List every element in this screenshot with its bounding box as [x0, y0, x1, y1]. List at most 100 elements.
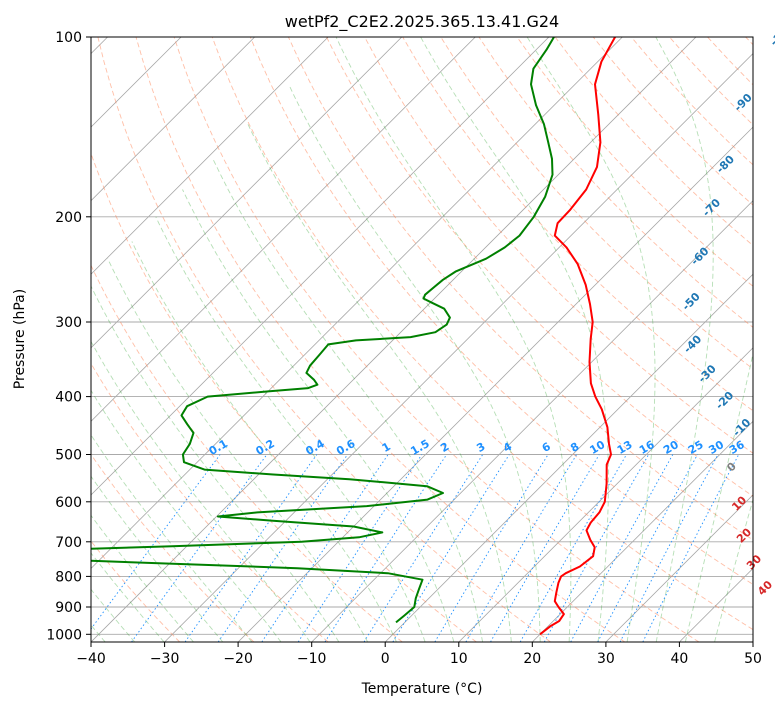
moist-adiabat-line: [212, 158, 484, 642]
moist-adiabat-line: [288, 84, 541, 642]
dry-adiabat-label: -50: [680, 290, 703, 313]
dry-adiabat-line: [707, 37, 753, 86]
mixing-ratio-line: [217, 454, 348, 642]
mixing-ratio-line: [434, 454, 549, 642]
mixing-ratio-line: [570, 454, 674, 642]
chart-title: wetPf2_C2E2.2025.365.13.41.G24: [285, 12, 559, 32]
isotherm-line: [91, 37, 403, 349]
x-tick-label: −30: [150, 651, 180, 667]
temperature-profile: [539, 37, 616, 636]
y-tick-label: 400: [55, 390, 82, 406]
moist-adiabat-line: [684, 351, 753, 642]
dry-adiabat-line: [91, 264, 403, 642]
dry-adiabat-line: [91, 453, 255, 642]
dry-adiabat-line: [249, 37, 753, 585]
isotherm-line: [311, 200, 753, 642]
mixing-ratio-label: 1: [380, 440, 393, 455]
moist-adiabat-line: [131, 241, 397, 642]
dry-adiabat-line: [745, 37, 753, 46]
dry-adiabat-line: [91, 540, 181, 642]
dry-adiabat-line: [592, 37, 753, 206]
dry-adiabat-line: [478, 37, 753, 328]
moist-adiabat-line: [91, 475, 224, 642]
moist-adiabat-line: [91, 389, 282, 642]
mixing-ratio-line: [131, 454, 268, 642]
plot-background-lines: [91, 37, 753, 642]
dry-adiabat-line: [364, 37, 753, 454]
y-tick-label: 700: [55, 535, 82, 551]
mixing-ratio-line: [597, 454, 698, 642]
moist-adiabat-line: [91, 552, 165, 642]
x-tick-label: 50: [744, 651, 762, 667]
isotherm-line: [532, 420, 753, 642]
dry-adiabat-line: [173, 37, 700, 642]
y-tick-label: 100: [55, 30, 82, 46]
mixing-ratio-line: [261, 454, 389, 642]
dry-adiabat-line: [402, 37, 753, 412]
mixing-ratio-label: 4: [501, 440, 514, 455]
y-axis-label: Pressure (hPa): [12, 289, 28, 389]
moist-adiabat-line: [91, 434, 253, 642]
moist-adiabat-line: [91, 624, 106, 642]
moist-adiabat-line: [655, 37, 714, 642]
y-tick-label: 800: [55, 569, 82, 585]
y-tick-label: 200: [55, 210, 82, 226]
moist-adiabat-line: [247, 124, 512, 642]
x-axis: −40 −30 −20 −10 0 10 20 30 40 50: [76, 642, 762, 667]
mixing-ratio-line: [519, 454, 627, 642]
mixing-ratio-line: [619, 454, 719, 642]
y-tick-label: 1000: [46, 627, 82, 643]
moist-adiabat-line: [91, 340, 311, 642]
x-tick-label: −20: [223, 651, 253, 667]
dry-adiabat-label: -10: [730, 416, 753, 439]
dry-adiabat-line: [326, 37, 753, 497]
dry-adiabat-label: -70: [700, 196, 723, 219]
moist-adiabat-label: 10: [729, 493, 749, 513]
mixing-ratio-line: [324, 454, 447, 642]
x-tick-label: −10: [297, 651, 327, 667]
moist-adiabat-line: [526, 37, 656, 642]
dry-adiabat-line: [516, 37, 753, 287]
y-tick-label: 900: [55, 600, 82, 616]
dry-adiabat-line: [211, 37, 753, 631]
isotherm-line: [458, 347, 753, 642]
isotherm-line: [752, 641, 753, 642]
dry-adiabat-label: 0: [724, 460, 739, 475]
isotherm-line: [91, 37, 697, 642]
x-tick-label: −40: [76, 651, 106, 667]
mixing-ratio-line: [297, 454, 423, 642]
mixing-ratio-label: 3: [474, 440, 487, 455]
mixing-ratio-label: 2: [438, 440, 451, 455]
dry-adiabat-label: -40: [681, 332, 704, 355]
isotherm-line: [91, 37, 550, 496]
moist-adiabat-line: [182, 189, 455, 642]
moist-adiabat-line: [420, 37, 609, 642]
dry-adiabat-label: -30: [696, 362, 719, 385]
isotherm-line: [91, 37, 255, 202]
moist-adiabat-line: [107, 258, 369, 642]
dry-adiabat-line: [97, 37, 551, 642]
isotherm-line: [384, 273, 753, 642]
isotherm-line: [164, 53, 753, 642]
isotherm-line: [91, 37, 329, 275]
dry-adiabat-line: [287, 37, 753, 541]
isotherm-line: [605, 494, 753, 642]
isotherm-line: [91, 37, 623, 569]
dry-adiabat-label: -90: [732, 91, 755, 114]
x-tick-label: 10: [450, 651, 468, 667]
moist-adiabat-line: [91, 285, 340, 642]
dewpoint-profile: [91, 37, 555, 624]
dry-adiabat-label: -100: [767, 20, 775, 49]
dry-adiabat-line: [91, 152, 477, 642]
x-tick-label: 20: [523, 651, 541, 667]
moist-adiabat-line: [91, 514, 194, 642]
mixing-ratio-line: [490, 454, 600, 642]
dry-adiabat-line: [669, 37, 753, 126]
mixing-ratio-line: [91, 454, 221, 630]
y-tick-label: 600: [55, 495, 82, 511]
isotherm-line: [91, 37, 476, 422]
y-tick-label: 300: [55, 315, 82, 331]
mixing-ratio-line: [465, 454, 577, 642]
moist-adiabat-label: 30: [744, 552, 764, 572]
